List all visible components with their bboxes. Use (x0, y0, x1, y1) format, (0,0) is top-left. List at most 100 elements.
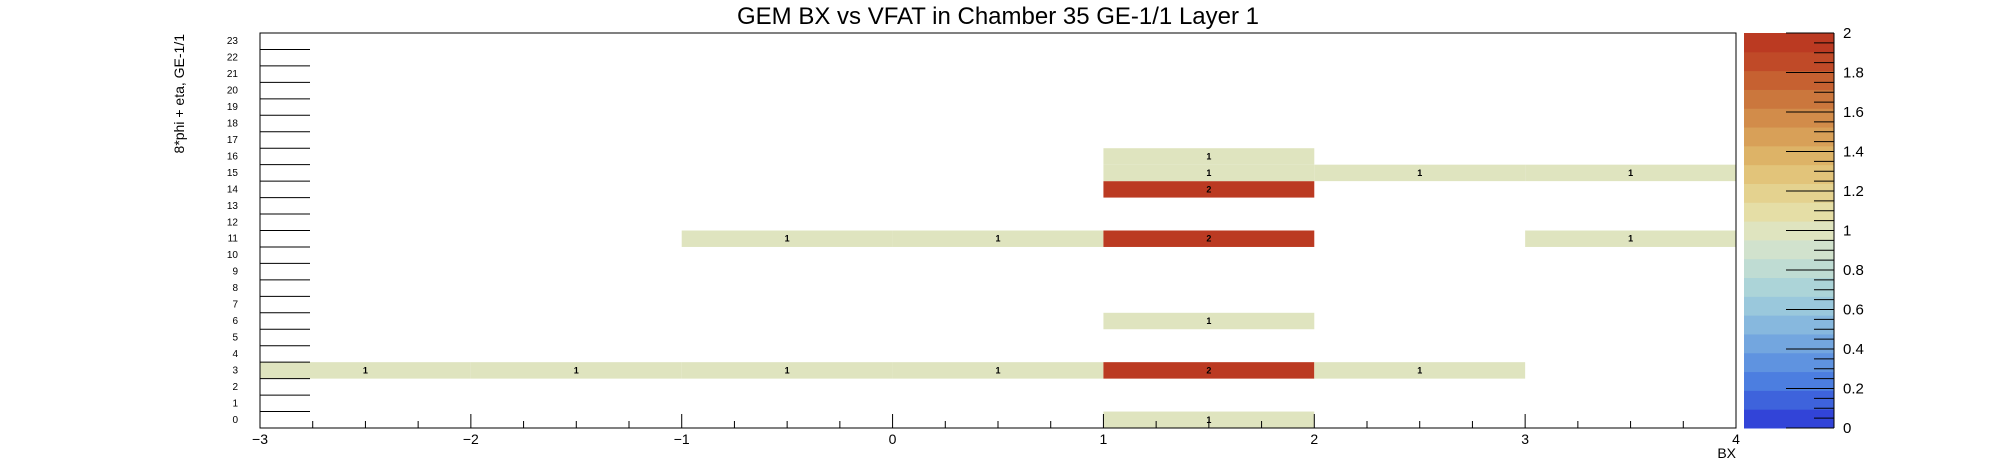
color-scale-segment (1744, 164, 1834, 184)
heatmap-cell (470, 362, 682, 379)
color-scale-segment (1744, 202, 1834, 222)
y-tick-label: 23 (227, 36, 239, 47)
heatmap-cell (892, 362, 1104, 379)
z-tick-label: 1.8 (1843, 65, 1864, 82)
heatmap-cell (1103, 312, 1315, 330)
color-scale-segment (1744, 89, 1834, 109)
x-axis-label: BX (1717, 445, 1736, 461)
y-axis-label: 8*phi + eta, GE-1/1 (171, 34, 187, 154)
cell-value-label: 1 (1417, 365, 1422, 375)
y-tick-label: 19 (227, 102, 239, 113)
color-scale-segment (1744, 371, 1834, 391)
x-tick-label: −3 (252, 431, 268, 447)
z-tick-label: 1 (1843, 223, 1851, 240)
color-scale-segment (1744, 239, 1834, 260)
y-tick-label: 11 (228, 234, 239, 245)
x-tick-label: 4 (1732, 431, 1740, 447)
y-tick-label: 20 (227, 86, 239, 97)
heatmap-cell (681, 362, 893, 379)
y-tick-label: 9 (232, 267, 238, 278)
y-tick-label: 1 (232, 398, 238, 409)
y-tick-label: 21 (227, 69, 239, 80)
y-tick-label: 22 (227, 53, 239, 64)
heatmap-cell (681, 230, 893, 247)
cell-value-label: 1 (785, 365, 790, 375)
y-tick-label: 13 (227, 201, 239, 212)
heatmap-cell (1103, 230, 1315, 247)
y-tick-label: 8 (232, 283, 238, 294)
cell-value-label: 2 (1206, 184, 1211, 194)
color-scale-segment (1744, 108, 1834, 128)
x-tick-label: 0 (889, 431, 897, 447)
heatmap-cell (1314, 362, 1526, 379)
y-tick-label: 10 (227, 250, 239, 261)
z-tick-label: 0.8 (1843, 262, 1864, 279)
color-scale-segment (1744, 352, 1834, 373)
z-tick-label: 2 (1843, 25, 1851, 42)
heatmap-cell (1103, 148, 1315, 165)
color-scale-segment (1744, 183, 1834, 203)
color-scale-segment (1744, 333, 1834, 354)
y-tick-label: 14 (227, 184, 239, 195)
color-scale-segment (1744, 296, 1834, 316)
color-scale-segment (1744, 33, 1834, 53)
x-tick-label: 2 (1310, 431, 1318, 447)
y-tick-label: 15 (227, 168, 239, 179)
cell-value-label: 1 (785, 234, 790, 244)
z-tick-label: 0 (1843, 420, 1851, 437)
x-tick-label: 1 (1100, 431, 1108, 447)
color-scale: 0 0.2 0.4 0.6 0.8 1 1.2 1.4 1.6 1.8 2 (1744, 25, 1864, 437)
z-tick-label: 1.6 (1843, 104, 1864, 121)
heatmap-cell (1103, 362, 1315, 379)
x-tick-label: 3 (1521, 431, 1529, 447)
y-tick-label: 4 (232, 349, 238, 360)
heatmap-cell (1314, 164, 1526, 182)
cell-value-label: 1 (1206, 415, 1211, 425)
cell-value-label: 2 (1206, 234, 1211, 244)
cell-value-label: 1 (995, 365, 1000, 375)
z-tick-label: 0.2 (1843, 381, 1864, 398)
plot-cells: 1 1 1 1 1 2 1 1 1 1 2 1 2 1 1 1 1 (260, 148, 1736, 428)
cell-value-label: 1 (574, 365, 579, 375)
y-tick-label: 6 (232, 316, 238, 327)
y-tick-label: 3 (232, 365, 238, 376)
y-tick-label: 12 (227, 217, 239, 228)
heatmap-cell (892, 230, 1104, 247)
z-tick-label: 1.2 (1843, 183, 1864, 200)
y-tick-label: 2 (232, 382, 238, 393)
heatmap-cell (260, 362, 471, 379)
heatmap-cell (1103, 164, 1315, 182)
y-tick-label: 16 (227, 151, 239, 162)
cell-value-label: 1 (995, 234, 1000, 244)
chart-title: GEM BX vs VFAT in Chamber 35 GE-1/1 Laye… (737, 3, 1259, 30)
y-tick-label: 7 (232, 300, 238, 311)
color-scale-segment (1744, 258, 1834, 279)
heatmap-cell (1525, 164, 1736, 182)
cell-value-label: 1 (1417, 168, 1422, 178)
z-tick-label: 0.4 (1843, 341, 1864, 358)
y-tick-label: 5 (232, 332, 238, 343)
cell-value-label: 1 (1206, 151, 1211, 161)
y-tick-label: 17 (227, 135, 239, 146)
color-scale-segment (1744, 51, 1834, 72)
color-scale-segment (1744, 409, 1834, 429)
heatmap-cell (1525, 230, 1736, 247)
color-scale-segment (1744, 390, 1834, 410)
cell-value-label: 2 (1206, 365, 1211, 375)
cell-value-label: 1 (1206, 316, 1211, 326)
x-axis: −3 −2 −1 0 1 2 3 4 (252, 414, 1740, 447)
x-tick-label: −1 (674, 431, 690, 447)
z-tick-label: 1.4 (1843, 144, 1864, 161)
y-tick-label: 0 (232, 415, 238, 426)
color-scale-segment (1744, 70, 1834, 90)
z-tick-label: 0.6 (1843, 302, 1864, 319)
heatmap-cell (1103, 181, 1315, 198)
x-tick-label: −2 (463, 431, 479, 447)
color-scale-segment (1744, 277, 1834, 297)
cell-value-label: 1 (1628, 168, 1633, 178)
cell-value-label: 1 (1628, 234, 1633, 244)
y-tick-label: 18 (227, 119, 239, 130)
